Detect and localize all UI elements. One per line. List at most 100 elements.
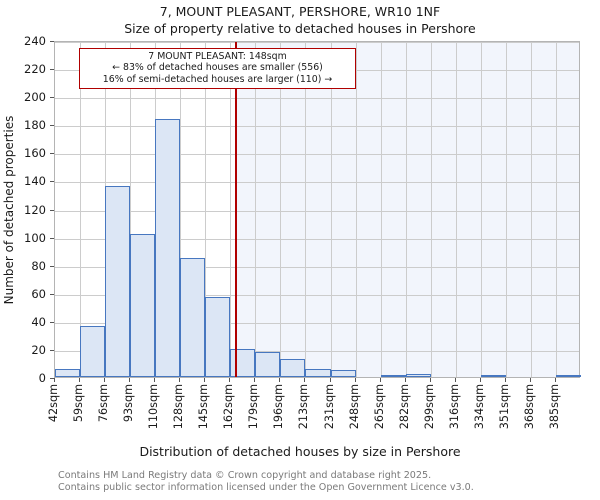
x-tick-mark: [404, 378, 406, 382]
histogram-bar: [480, 375, 506, 377]
histogram-bar: [305, 368, 331, 377]
gridline-vertical: [480, 42, 482, 377]
x-tick-mark: [504, 378, 506, 382]
gridline-vertical: [230, 42, 232, 377]
y-tick-label: 60: [31, 286, 46, 301]
x-tick-label: 110sqm: [147, 384, 161, 430]
gridline-vertical: [330, 42, 332, 377]
chart-footer: Contains HM Land Registry data © Crown c…: [58, 470, 598, 493]
gridline-vertical: [80, 42, 82, 377]
gridline-horizontal: [55, 42, 579, 43]
x-tick-mark: [154, 378, 156, 382]
gridline-vertical: [280, 42, 282, 377]
x-tick-mark: [254, 378, 256, 382]
y-tick-mark: [50, 321, 54, 323]
property-size-marker-line: [234, 42, 237, 377]
x-tick-label: 196sqm: [272, 384, 286, 430]
x-tick-label: 282sqm: [397, 384, 411, 430]
chart-title-line1: 7, MOUNT PLEASANT, PERSHORE, WR10 1NF: [159, 4, 441, 19]
x-tick-label: 42sqm: [47, 384, 60, 423]
y-tick-mark: [50, 125, 54, 127]
y-tick-mark: [50, 265, 54, 267]
histogram-bar: [205, 296, 231, 377]
y-tick-label: 40: [31, 314, 46, 329]
x-tick-mark: [129, 378, 131, 382]
x-tick-label: 162sqm: [222, 384, 236, 430]
gridline-horizontal: [55, 238, 579, 240]
y-tick-label: 100: [24, 230, 46, 245]
histogram-bar: [105, 186, 131, 377]
x-tick-mark: [104, 378, 106, 382]
x-tick-label: 76sqm: [97, 384, 111, 423]
larger-properties-shaded-region: [234, 42, 579, 377]
gridline-vertical: [430, 42, 432, 377]
x-tick-mark: [529, 378, 531, 382]
gridline-vertical: [355, 42, 357, 377]
histogram-bar: [230, 348, 256, 377]
histogram-bar: [255, 351, 281, 377]
y-tick-mark: [50, 237, 54, 239]
y-tick-mark: [50, 378, 54, 379]
gridline-vertical: [530, 42, 532, 377]
x-tick-label: 231sqm: [322, 384, 336, 430]
y-tick-mark: [50, 97, 54, 99]
y-tick-label: 0: [38, 371, 46, 385]
gridline-horizontal: [55, 294, 579, 296]
annotation-line2: ← 83% of detached houses are smaller (55…: [112, 62, 323, 74]
y-tick-label: 200: [24, 90, 46, 105]
gridline-horizontal: [55, 322, 579, 324]
gridline-horizontal: [55, 98, 579, 100]
gridline-vertical: [130, 42, 132, 377]
gridline-vertical: [555, 42, 557, 377]
x-tick-mark: [554, 378, 556, 382]
x-tick-label: 59sqm: [72, 384, 86, 423]
histogram-bar: [280, 358, 306, 377]
x-tick-label: 145sqm: [197, 384, 211, 430]
gridline-horizontal: [55, 126, 579, 128]
histogram-bar: [405, 374, 431, 377]
x-tick-mark: [329, 378, 331, 382]
y-tick-mark: [50, 41, 54, 42]
x-tick-mark: [79, 378, 81, 382]
chart-title: 7, MOUNT PLEASANT, PERSHORE, WR10 1NF Si…: [0, 4, 600, 37]
y-tick-label: 80: [31, 258, 46, 273]
x-tick-mark: [379, 378, 381, 382]
y-tick-mark: [50, 209, 54, 211]
y-tick-label: 20: [31, 342, 46, 357]
annotation-line3: 16% of semi-detached houses are larger (…: [102, 73, 333, 85]
footer-line2: Contains public sector information licen…: [58, 481, 474, 493]
property-annotation-box: 7 MOUNT PLEASANT: 148sqm ← 83% of detach…: [79, 48, 356, 90]
y-tick-label: 160: [24, 146, 46, 161]
histogram-bar: [130, 233, 156, 377]
y-tick-mark: [50, 69, 54, 71]
histogram-bar: [80, 326, 106, 377]
y-tick-label: 220: [24, 62, 46, 77]
gridline-horizontal: [55, 154, 579, 156]
gridline-horizontal: [55, 210, 579, 212]
y-tick-label: 180: [24, 118, 46, 133]
x-tick-label: 385sqm: [547, 384, 561, 430]
gridline-vertical: [205, 42, 207, 377]
x-tick-label: 179sqm: [247, 384, 261, 430]
histogram-bar: [55, 368, 81, 377]
y-tick-mark: [50, 349, 54, 351]
gridline-vertical: [455, 42, 457, 377]
gridline-vertical: [405, 42, 407, 377]
y-tick-label: 140: [24, 174, 46, 189]
histogram-bar: [380, 375, 406, 377]
x-tick-mark: [204, 378, 206, 382]
x-tick-label: 316sqm: [447, 384, 461, 430]
x-tick-label: 299sqm: [422, 384, 436, 430]
x-tick-mark: [229, 378, 231, 382]
x-tick-label: 351sqm: [497, 384, 511, 430]
histogram-bar: [330, 369, 356, 377]
x-tick-mark: [279, 378, 281, 382]
footer-line1: Contains HM Land Registry data © Crown c…: [58, 470, 432, 481]
x-tick-label: 368sqm: [522, 384, 536, 430]
x-tick-label: 213sqm: [297, 384, 311, 430]
x-tick-mark: [429, 378, 431, 382]
histogram-bar: [155, 118, 181, 377]
x-tick-mark: [454, 378, 456, 382]
gridline-vertical: [505, 42, 507, 377]
